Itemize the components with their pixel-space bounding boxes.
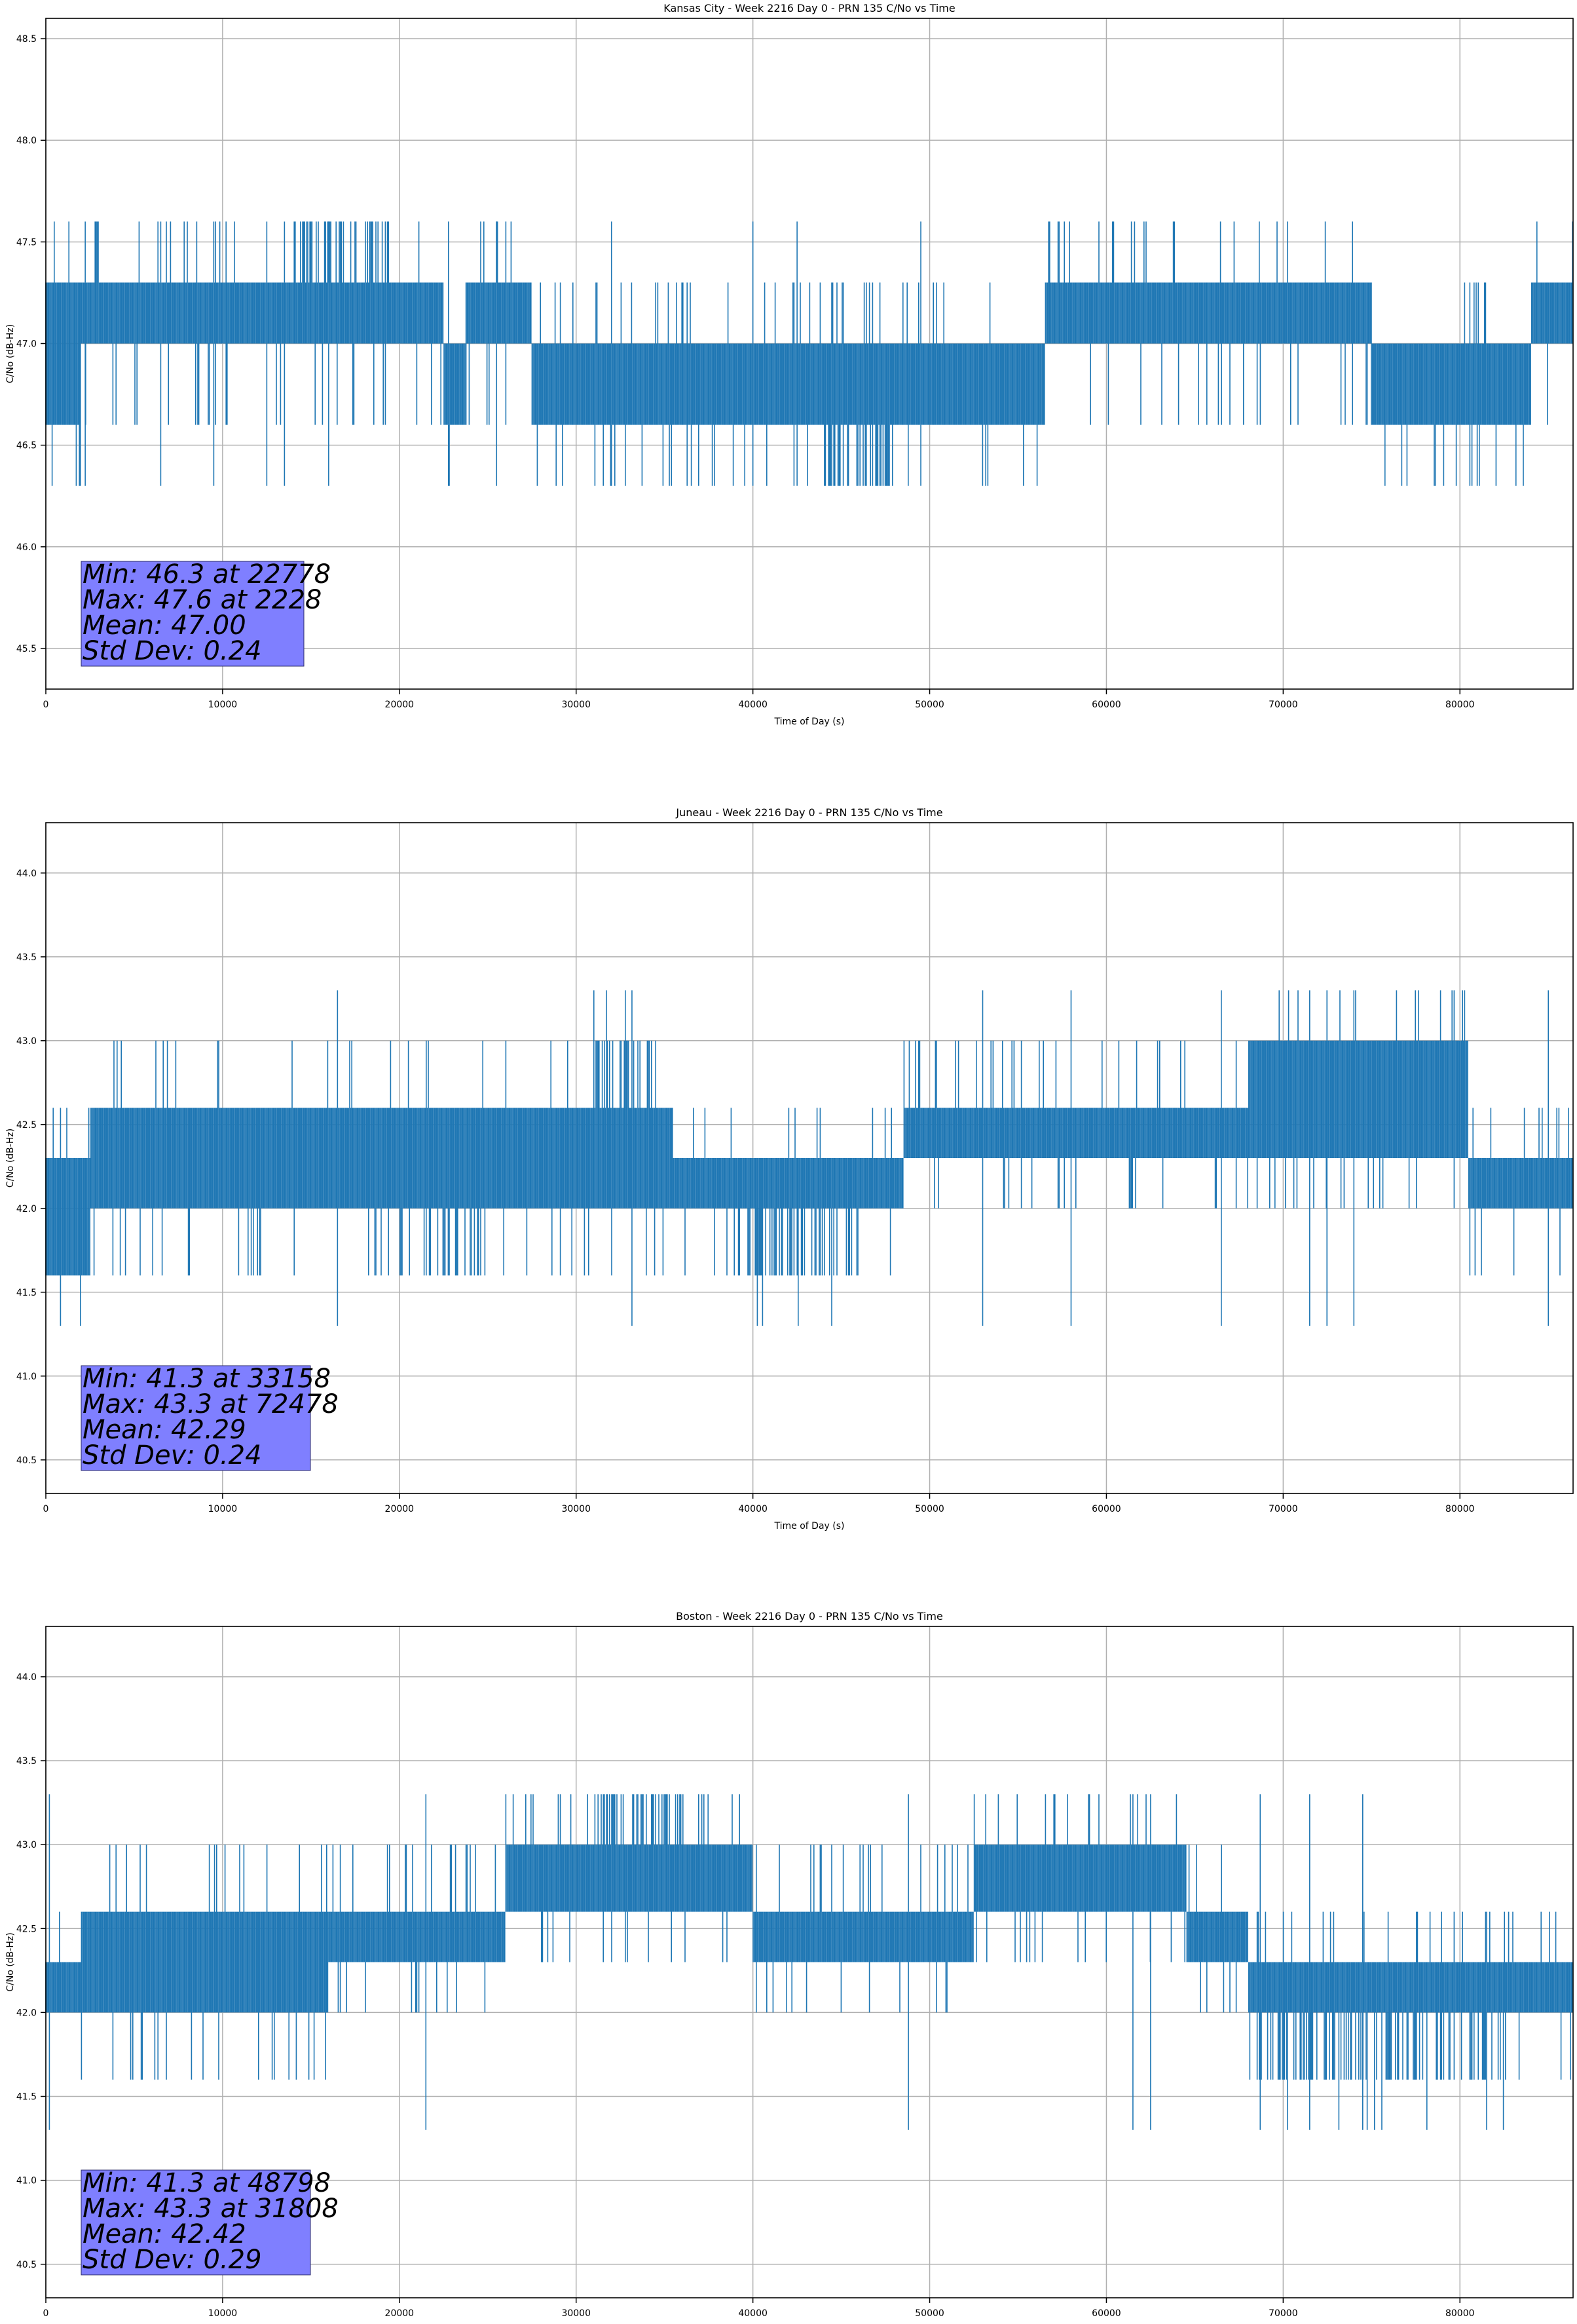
- stats-line: Min: 41.3 at 33158: [83, 1364, 331, 1394]
- x-tick-label: 50000: [915, 2308, 944, 2319]
- x-tick-label: 30000: [561, 1504, 591, 1514]
- x-tick-label: 30000: [561, 2308, 591, 2319]
- x-tick-label: 50000: [915, 700, 944, 710]
- stats-line: Max: 43.3 at 72478: [83, 1389, 339, 1419]
- stats-box: [81, 1365, 311, 1471]
- stats-line: Mean: 47.00: [83, 610, 246, 641]
- x-tick-label: 0: [43, 2308, 49, 2319]
- y-axis-label: C/No (dB-Hz): [5, 1129, 16, 1188]
- x-tick-label: 40000: [738, 700, 768, 710]
- x-axis-label: Time of Day (s): [774, 717, 845, 727]
- x-tick-label: 80000: [1445, 700, 1475, 710]
- x-axis-label: Time of Day (s): [774, 1521, 845, 1531]
- y-tick-label: 46.5: [16, 441, 37, 451]
- x-tick-label: 0: [43, 700, 49, 710]
- stats-line: Min: 46.3 at 22778: [83, 559, 331, 590]
- chart-panel-3: 0 10000 20000 30000 40000 50000 60000 70000 8000…: [5, 1610, 1574, 2319]
- stats-line: Max: 43.3 at 31808: [83, 2194, 339, 2224]
- x-tick-label: 0: [43, 1504, 49, 1514]
- chart-title: Juneau - Week 2216 Day 0 - PRN 135 C/No …: [675, 806, 942, 819]
- chart-panel-2: 0 10000 20000 30000 40000 50000 60000 70000 8000…: [5, 806, 1574, 1531]
- chart-title: Boston - Week 2216 Day 0 - PRN 135 C/No …: [676, 1610, 943, 1622]
- x-tick-label: 40000: [738, 1504, 768, 1514]
- stats-line: Std Dev: 0.24: [83, 1440, 262, 1471]
- y-tick-label: 44.0: [16, 869, 37, 879]
- axes-frame: [45, 822, 1574, 1494]
- stats-line: Std Dev: 0.29: [83, 2245, 262, 2275]
- x-tick-label: 40000: [738, 2308, 768, 2319]
- y-tick-label: 47.0: [16, 339, 37, 349]
- y-tick-label: 47.5: [16, 237, 37, 248]
- x-tick-label: 20000: [385, 700, 415, 710]
- x-tick-label: 70000: [1269, 700, 1298, 710]
- y-tick-label: 43.0: [16, 1840, 37, 1850]
- stats-line: Mean: 42.42: [83, 2219, 246, 2249]
- x-tick-label: 60000: [1092, 700, 1121, 710]
- y-axis-label: C/No (dB-Hz): [5, 1932, 16, 1991]
- y-tick-label: 40.5: [16, 1455, 37, 1466]
- x-tick-label: 80000: [1445, 2308, 1475, 2319]
- x-tick-label: 50000: [915, 1504, 944, 1514]
- y-tick-label: 42.5: [16, 1120, 37, 1131]
- chart-title: Kansas City - Week 2216 Day 0 - PRN 135 …: [663, 2, 955, 14]
- x-tick-label: 30000: [561, 700, 591, 710]
- x-tick-label: 80000: [1445, 1504, 1475, 1514]
- y-tick-label: 41.0: [16, 1372, 37, 1382]
- y-tick-label: 46.0: [16, 542, 37, 553]
- y-tick-label: 41.0: [16, 2176, 37, 2186]
- stats-box: [81, 2169, 311, 2276]
- chart-panel-1: 0 10000 20000 30000 40000 50000 60000 70000 8000…: [5, 2, 1574, 727]
- series-line: [45, 1794, 1573, 2130]
- y-tick-label: 42.0: [16, 2008, 37, 2018]
- y-tick-label: 43.5: [16, 1756, 37, 1767]
- stats-line: Mean: 42.29: [83, 1415, 246, 1445]
- stats-box: [81, 561, 305, 667]
- y-tick-label: 48.0: [16, 136, 37, 146]
- y-tick-label: 40.5: [16, 2260, 37, 2270]
- x-tick-label: 60000: [1092, 1504, 1121, 1514]
- axes-frame: [45, 1626, 1574, 2298]
- series-line: [45, 221, 1573, 486]
- y-tick-label: 45.5: [16, 644, 37, 654]
- x-tick-label: 10000: [208, 1504, 238, 1514]
- y-tick-label: 44.0: [16, 1672, 37, 1683]
- y-tick-label: 48.5: [16, 34, 37, 45]
- y-axis-label: C/No (dB-Hz): [5, 324, 16, 383]
- x-tick-label: 70000: [1269, 2308, 1298, 2319]
- stats-line: Max: 47.6 at 2228: [83, 585, 322, 615]
- y-tick-label: 41.5: [16, 1288, 37, 1298]
- x-tick-label: 20000: [385, 1504, 415, 1514]
- stats-line: Std Dev: 0.24: [83, 636, 262, 666]
- axes-frame: [45, 18, 1574, 690]
- x-tick-label: 20000: [385, 2308, 415, 2319]
- x-tick-label: 10000: [208, 700, 238, 710]
- series-line: [45, 990, 1573, 1326]
- x-tick-label: 70000: [1269, 1504, 1298, 1514]
- y-tick-label: 41.5: [16, 2092, 37, 2103]
- y-tick-label: 43.0: [16, 1036, 37, 1047]
- y-tick-label: 42.5: [16, 1924, 37, 1934]
- x-tick-label: 10000: [208, 2308, 238, 2319]
- x-tick-label: 60000: [1092, 2308, 1121, 2319]
- y-tick-label: 43.5: [16, 952, 37, 963]
- stats-line: Min: 41.3 at 48798: [83, 2168, 331, 2198]
- y-tick-label: 42.0: [16, 1204, 37, 1214]
